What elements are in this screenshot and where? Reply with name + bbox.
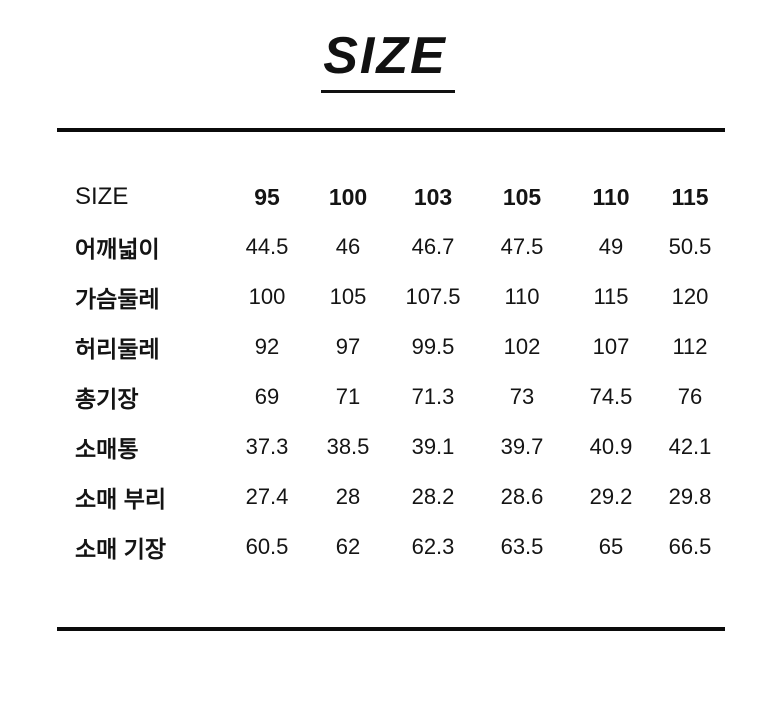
size-value: 27.4	[245, 484, 289, 509]
size-value: 37.3	[245, 434, 289, 459]
table-row: 총기장 69 71 71.3 73 74.5 76	[57, 372, 725, 422]
size-value: 44.5	[245, 234, 289, 259]
size-value: 29.8	[668, 484, 712, 509]
size-value: 99.5	[411, 334, 455, 359]
row-label: 어깨넓이	[75, 236, 160, 262]
column-header-103: 103	[413, 183, 453, 210]
row-label: 허리둘레	[75, 336, 160, 362]
size-value: 71	[335, 384, 361, 409]
size-value: 73	[509, 384, 535, 409]
size-value: 105	[329, 284, 367, 309]
table-header-size-label: SIZE	[75, 183, 129, 210]
page-title: SIZE	[0, 0, 776, 93]
bottom-divider	[57, 627, 725, 631]
size-value: 65	[598, 534, 624, 559]
size-value: 60.5	[245, 534, 289, 559]
size-value: 107	[592, 334, 630, 359]
size-value: 110	[504, 284, 540, 309]
table-header-row: SIZE 95 100 103 105 110 115	[57, 172, 725, 222]
size-value: 107.5	[405, 284, 461, 309]
size-value: 29.2	[589, 484, 633, 509]
size-value: 66.5	[668, 534, 712, 559]
size-value: 28.6	[500, 484, 544, 509]
size-value: 120	[671, 284, 709, 309]
size-value: 28.2	[411, 484, 455, 509]
table-row: 어깨넓이 44.5 46 46.7 47.5 49 50.5	[57, 222, 725, 272]
column-header-100: 100	[328, 183, 368, 210]
row-label: 소매통	[75, 436, 139, 462]
size-value: 100	[248, 284, 286, 309]
size-value: 92	[254, 334, 280, 359]
size-value: 69	[254, 384, 280, 409]
size-value: 63.5	[500, 534, 544, 559]
size-value: 38.5	[326, 434, 370, 459]
size-value: 74.5	[589, 384, 633, 409]
size-value: 102	[503, 334, 541, 359]
page-title-text: SIZE	[321, 30, 455, 93]
table-row: 소매통 37.3 38.5 39.1 39.7 40.9 42.1	[57, 422, 725, 472]
row-label: 소매 기장	[75, 536, 167, 562]
row-label: 총기장	[75, 386, 139, 412]
table-row: 가슴둘레 100 105 107.5 110 115 120	[57, 272, 725, 322]
size-value: 97	[335, 334, 361, 359]
size-value: 46	[335, 234, 361, 259]
size-value: 71.3	[411, 384, 455, 409]
size-value: 115	[593, 284, 629, 309]
size-value: 42.1	[668, 434, 712, 459]
row-label: 가슴둘레	[75, 286, 160, 312]
column-header-95: 95	[254, 183, 280, 210]
size-table: SIZE 95 100 103 105 110 115 어깨넓이 44.5 46…	[57, 172, 725, 572]
column-header-105: 105	[502, 183, 542, 210]
size-value: 28	[335, 484, 361, 509]
column-header-115: 115	[671, 183, 709, 210]
size-value: 46.7	[411, 234, 455, 259]
size-value: 62	[335, 534, 361, 559]
row-label: 소매 부리	[75, 486, 167, 512]
size-value: 47.5	[500, 234, 544, 259]
size-value: 39.7	[500, 434, 544, 459]
size-value: 39.1	[411, 434, 455, 459]
column-header-110: 110	[592, 183, 630, 210]
table-row: 허리둘레 92 97 99.5 102 107 112	[57, 322, 725, 372]
size-value: 49	[598, 234, 624, 259]
size-value: 112	[672, 334, 708, 359]
table-row: 소매 부리 27.4 28 28.2 28.6 29.2 29.8	[57, 472, 725, 522]
size-value: 76	[677, 384, 703, 409]
size-value: 40.9	[589, 434, 633, 459]
top-divider	[57, 128, 725, 132]
size-value: 62.3	[411, 534, 455, 559]
table-row: 소매 기장 60.5 62 62.3 63.5 65 66.5	[57, 522, 725, 572]
size-value: 50.5	[668, 234, 712, 259]
